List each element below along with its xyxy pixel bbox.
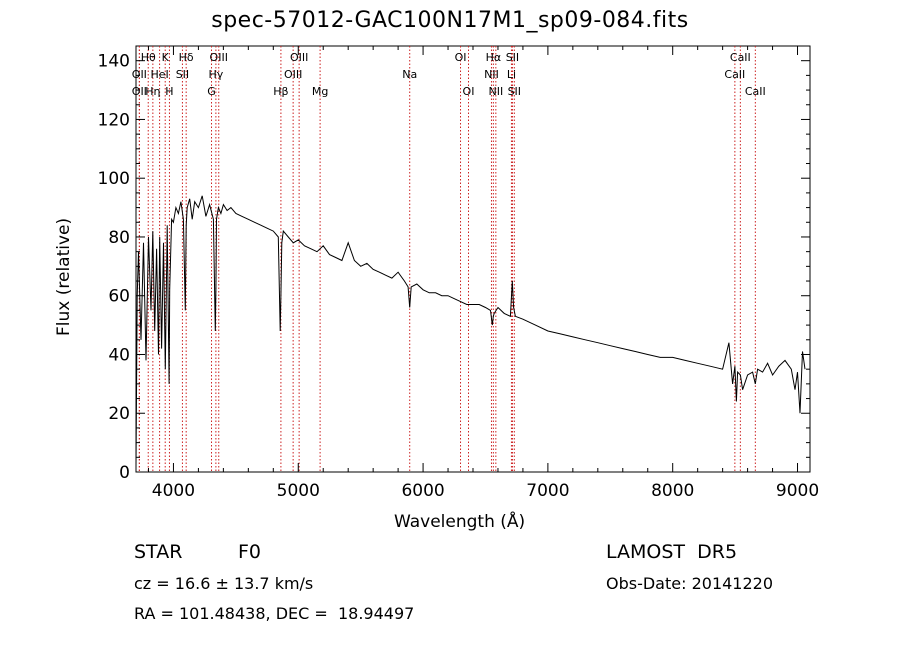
x-tick-label: 4000 bbox=[152, 481, 195, 501]
line-marker-label: Hα bbox=[486, 51, 502, 64]
line-marker-label: Hγ bbox=[208, 68, 223, 81]
line-marker-label: G bbox=[207, 85, 216, 98]
y-axis-label: Flux (relative) bbox=[54, 217, 74, 336]
obs-date-text: Obs-Date: 20141220 bbox=[606, 574, 774, 593]
axis-ticks: 4000 5000 6000 7000 8000 9000 0 20 40 60 80 100 120 1… bbox=[98, 46, 819, 501]
y-tick-label: 80 bbox=[108, 228, 130, 248]
x-tick-label: 6000 bbox=[401, 481, 444, 501]
x-tick-label: 8000 bbox=[651, 481, 694, 501]
line-marker-label: K bbox=[162, 51, 170, 64]
line-marker-label: NII bbox=[484, 68, 499, 81]
x-axis-label: Wavelength (Å) bbox=[394, 512, 526, 532]
x-tick-label: 5000 bbox=[277, 481, 320, 501]
x-tick-label: 7000 bbox=[526, 481, 569, 501]
line-markers bbox=[138, 46, 756, 472]
line-marker-label: Mg bbox=[312, 85, 328, 98]
y-tick-label: 0 bbox=[119, 463, 130, 483]
line-marker-label: OII bbox=[132, 85, 147, 98]
line-marker-label: CaII bbox=[724, 68, 745, 81]
redshift-text: cz = 16.6 ± 13.7 km/s bbox=[134, 574, 314, 593]
line-marker-label: OI bbox=[463, 85, 475, 98]
x-tick-label: 9000 bbox=[776, 481, 819, 501]
line-marker-label: NII bbox=[488, 85, 503, 98]
y-tick-label: 60 bbox=[108, 287, 130, 307]
line-marker-label: Na bbox=[402, 68, 417, 81]
line-marker-label: CaII bbox=[745, 85, 766, 98]
object-class: STAR bbox=[134, 541, 183, 563]
line-marker-label: H bbox=[165, 85, 173, 98]
spectrum-line bbox=[135, 195, 806, 467]
line-marker-label: HeI bbox=[150, 68, 168, 81]
plot-frame bbox=[135, 45, 811, 473]
line-marker-label: SII bbox=[506, 51, 519, 64]
line-marker-label: Li bbox=[507, 68, 516, 81]
line-marker-label: Hδ bbox=[179, 51, 194, 64]
line-marker-label: Hθ bbox=[141, 51, 156, 64]
line-marker-label: OIII bbox=[284, 68, 302, 81]
chart-title: spec-57012-GAC100N17M1_sp09-084.fits bbox=[211, 8, 689, 33]
coordinates-text: RA = 101.48438, DEC = 18.94497 bbox=[134, 604, 415, 623]
plot-axes bbox=[135, 45, 811, 473]
spectrum-series bbox=[135, 195, 806, 467]
line-marker-label: SII bbox=[176, 68, 189, 81]
line-marker-label: Hη bbox=[145, 85, 160, 98]
object-subclass: F0 bbox=[238, 541, 262, 563]
line-marker-label: CaII bbox=[730, 51, 751, 64]
line-marker-label: Hβ bbox=[273, 85, 288, 98]
y-tick-label: 100 bbox=[98, 169, 130, 189]
y-tick-label: 20 bbox=[108, 404, 130, 424]
y-tick-label: 40 bbox=[108, 345, 130, 365]
y-tick-label: 140 bbox=[98, 52, 130, 72]
line-marker-label: SII bbox=[508, 85, 521, 98]
y-tick-label: 120 bbox=[98, 110, 130, 130]
line-marker-label: OIII bbox=[210, 51, 228, 64]
survey-name: LAMOST DR5 bbox=[606, 541, 738, 563]
line-marker-label: OII bbox=[132, 68, 147, 81]
line-marker-label: OIII bbox=[290, 51, 308, 64]
line-marker-label: OI bbox=[455, 51, 467, 64]
